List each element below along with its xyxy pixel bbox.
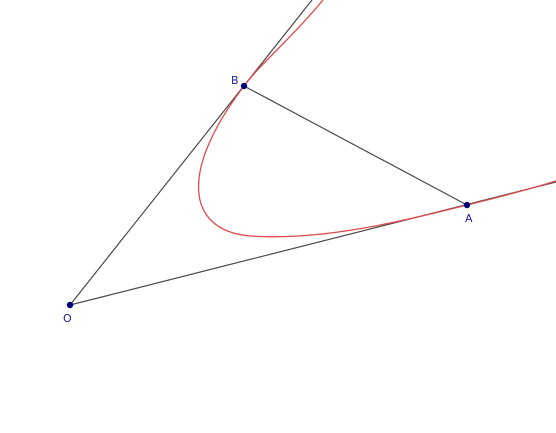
point-o[interactable] <box>66 301 74 309</box>
point-a[interactable] <box>463 201 471 209</box>
segment-ab <box>243 85 468 206</box>
line-ob <box>69 0 313 306</box>
point-a-label: A <box>465 212 473 225</box>
point-b[interactable] <box>240 82 248 90</box>
point-b-label: B <box>231 74 239 87</box>
parabola-curve <box>197 0 556 238</box>
point-o-label: O <box>63 312 72 325</box>
